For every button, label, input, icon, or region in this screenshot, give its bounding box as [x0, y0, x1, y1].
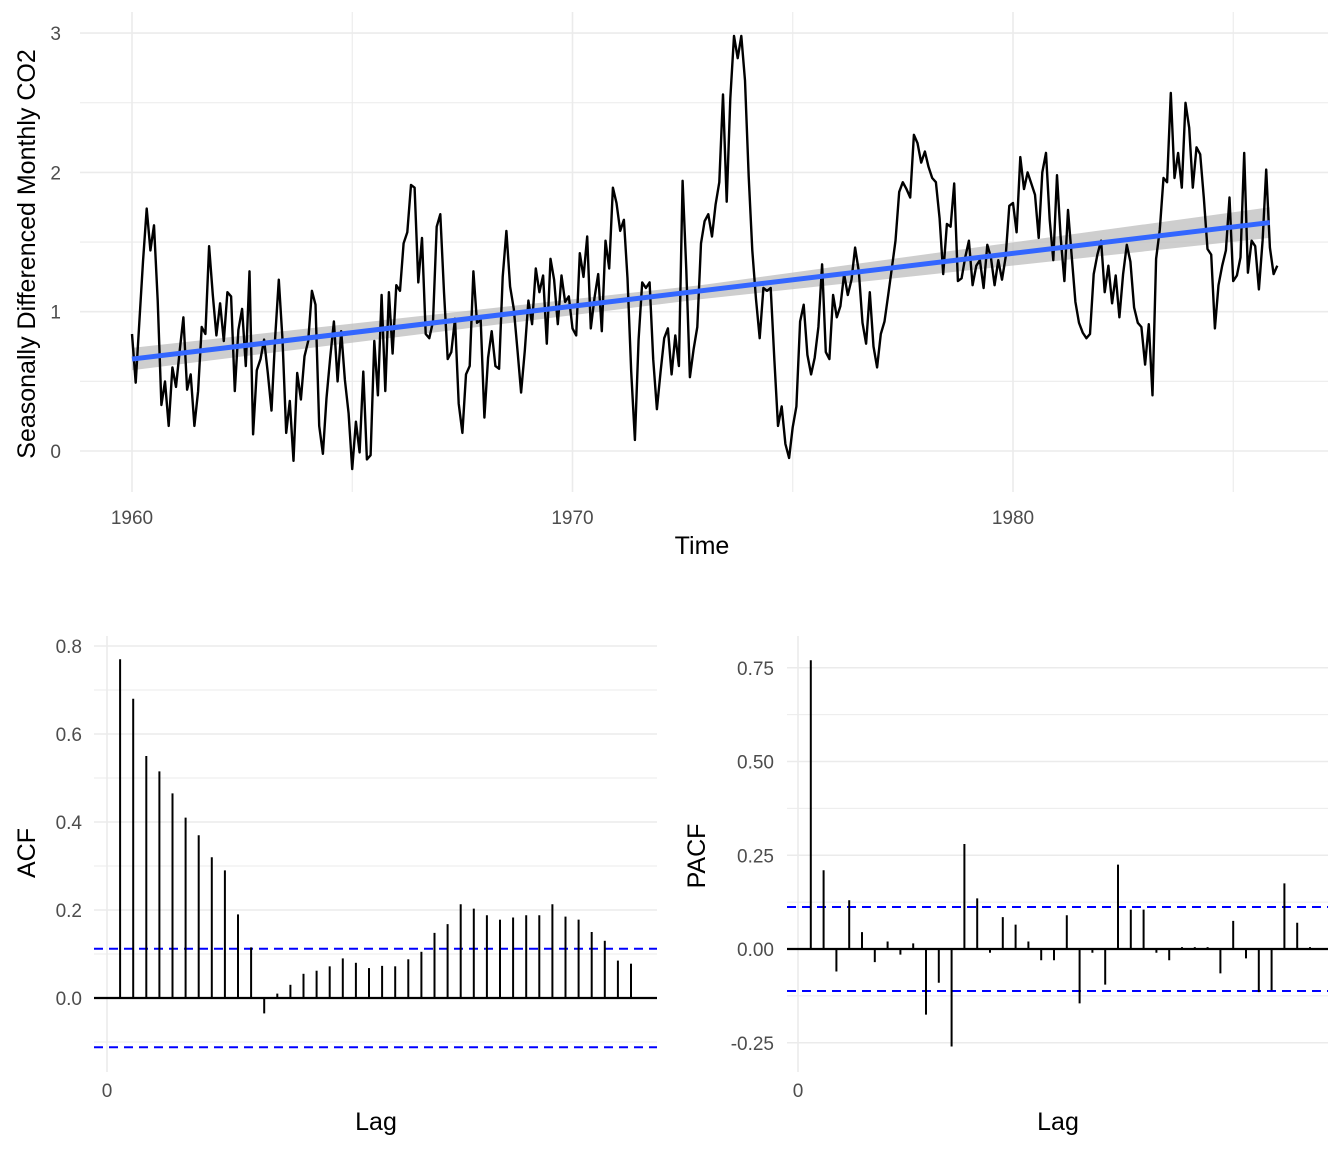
pacf-panel: 0 -0.25 0.00 0.25 0.50 0.75 Lag PACF — [683, 636, 1328, 1136]
y-tick-label: 0.6 — [56, 725, 82, 746]
y-tick-label: -0.25 — [731, 1034, 774, 1055]
co2-series-line — [130, 34, 1279, 471]
y-tick-label: 1 — [50, 303, 61, 324]
y-tick-label: 0.4 — [56, 813, 83, 834]
x-tick-label: 1970 — [551, 508, 593, 529]
acf-x-axis-title: Lag — [355, 1108, 397, 1136]
y-tick-label: 0.75 — [737, 659, 774, 680]
y-tick-label: 0.50 — [737, 753, 774, 774]
acf-y-axis-title: ACF — [13, 828, 41, 878]
x-tick-label: 1980 — [992, 508, 1034, 529]
x-tick-label: 0 — [793, 1081, 804, 1102]
y-tick-label: 0.00 — [737, 940, 774, 961]
x-axis-title: Time — [675, 532, 730, 560]
y-tick-label: 3 — [50, 24, 61, 45]
y-tick-label: 0.2 — [56, 901, 82, 922]
y-tick-label: 0.25 — [737, 846, 774, 867]
pacf-y-axis-title: PACF — [683, 824, 711, 889]
trend-line — [131, 220, 1271, 362]
y-tick-label: 0.8 — [56, 637, 82, 658]
acf-panel: 0 0.0 0.2 0.4 0.6 0.8 Lag ACF — [13, 636, 657, 1136]
y-axis-title: Seasonally Differenced Monthly CO2 — [13, 49, 41, 458]
x-tick-label: 0 — [102, 1081, 113, 1102]
time-series-panel: 1960 1970 1980 0 1 2 3 Time Seasonally Differe… — [13, 12, 1328, 560]
pacf-x-axis-title: Lag — [1037, 1108, 1079, 1136]
y-tick-label: 0 — [50, 442, 61, 463]
y-tick-label: 2 — [50, 163, 61, 184]
x-tick-label: 1960 — [111, 508, 153, 529]
y-tick-label: 0.0 — [56, 989, 82, 1010]
